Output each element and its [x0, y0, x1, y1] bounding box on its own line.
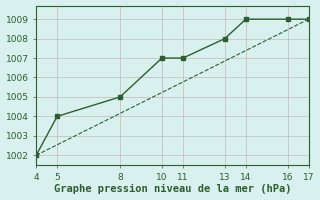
- X-axis label: Graphe pression niveau de la mer (hPa): Graphe pression niveau de la mer (hPa): [54, 184, 291, 194]
